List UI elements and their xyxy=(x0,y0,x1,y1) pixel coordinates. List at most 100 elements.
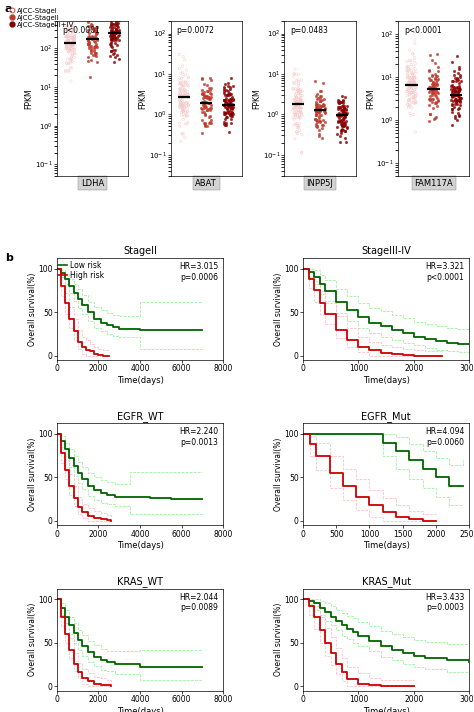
Point xyxy=(405,102,412,113)
Point xyxy=(409,87,417,98)
Point xyxy=(295,102,303,113)
Point xyxy=(294,83,302,94)
Point xyxy=(182,109,190,120)
Point xyxy=(110,29,118,41)
Point xyxy=(293,126,301,137)
Point xyxy=(335,98,343,109)
Point xyxy=(67,32,74,43)
Point xyxy=(411,52,419,63)
Point xyxy=(64,41,72,52)
Point xyxy=(179,98,187,109)
Point xyxy=(65,65,73,76)
Point xyxy=(64,35,71,46)
Point xyxy=(227,103,234,114)
Point xyxy=(176,78,184,89)
Point xyxy=(408,103,416,114)
Point xyxy=(112,35,119,46)
Point xyxy=(316,117,324,128)
Point xyxy=(202,91,210,103)
Point xyxy=(404,61,411,72)
Point xyxy=(425,99,433,110)
Point xyxy=(313,115,320,126)
Point xyxy=(412,81,420,93)
Point xyxy=(183,64,191,75)
Point xyxy=(431,57,438,68)
Point xyxy=(412,73,420,84)
Point xyxy=(182,69,190,80)
Point xyxy=(64,28,71,39)
Point xyxy=(63,31,71,42)
Point xyxy=(180,114,187,125)
Point xyxy=(452,83,460,94)
Point xyxy=(426,108,433,120)
Point xyxy=(455,103,462,115)
Point xyxy=(220,95,228,106)
Point xyxy=(184,92,192,103)
Point xyxy=(112,26,119,38)
Point xyxy=(177,68,185,79)
Point xyxy=(199,99,207,110)
Point xyxy=(456,83,464,95)
Point xyxy=(63,31,70,42)
Point xyxy=(336,101,343,112)
Point xyxy=(93,56,101,68)
Point xyxy=(225,94,233,105)
Point xyxy=(179,94,186,105)
Point xyxy=(180,70,187,82)
Point xyxy=(90,32,97,43)
Point xyxy=(225,100,233,111)
Point xyxy=(434,73,441,85)
Point xyxy=(110,34,118,46)
Point xyxy=(224,100,232,111)
Point xyxy=(85,41,93,52)
Point xyxy=(227,94,234,105)
Point xyxy=(71,28,79,39)
Point xyxy=(85,32,92,43)
Point xyxy=(316,95,324,107)
Point xyxy=(65,57,73,68)
Point xyxy=(293,128,301,140)
Point xyxy=(314,117,321,128)
Point xyxy=(426,81,434,93)
Point xyxy=(403,65,410,76)
Point xyxy=(289,95,297,106)
Point xyxy=(90,23,97,35)
Point xyxy=(64,46,72,58)
Point xyxy=(290,71,298,83)
Point xyxy=(410,76,418,88)
Point xyxy=(180,105,187,116)
Point xyxy=(85,38,92,49)
Point xyxy=(428,84,435,95)
Point xyxy=(221,108,228,119)
Point xyxy=(85,38,92,50)
Point xyxy=(454,80,461,92)
Point xyxy=(312,90,320,102)
Point xyxy=(220,99,228,110)
Point xyxy=(112,20,120,31)
Point xyxy=(411,90,419,101)
Point xyxy=(67,41,74,52)
Point xyxy=(313,109,320,120)
Point xyxy=(451,93,458,105)
Point xyxy=(341,125,349,137)
Point xyxy=(109,19,117,30)
Point xyxy=(205,112,213,123)
Point xyxy=(431,81,438,93)
Point xyxy=(184,97,191,108)
X-axis label: Time(days): Time(days) xyxy=(117,706,164,712)
Point xyxy=(179,61,186,72)
Point xyxy=(455,108,462,119)
Point xyxy=(432,111,440,122)
Point xyxy=(181,54,189,66)
Point xyxy=(428,55,436,66)
Point xyxy=(429,84,437,95)
Point xyxy=(111,44,119,56)
Point xyxy=(65,33,73,44)
Point xyxy=(341,112,348,123)
Point xyxy=(68,13,75,24)
Point xyxy=(406,87,414,98)
Point xyxy=(456,69,464,80)
Point xyxy=(312,98,320,110)
Point xyxy=(228,93,235,105)
Point xyxy=(410,92,417,103)
